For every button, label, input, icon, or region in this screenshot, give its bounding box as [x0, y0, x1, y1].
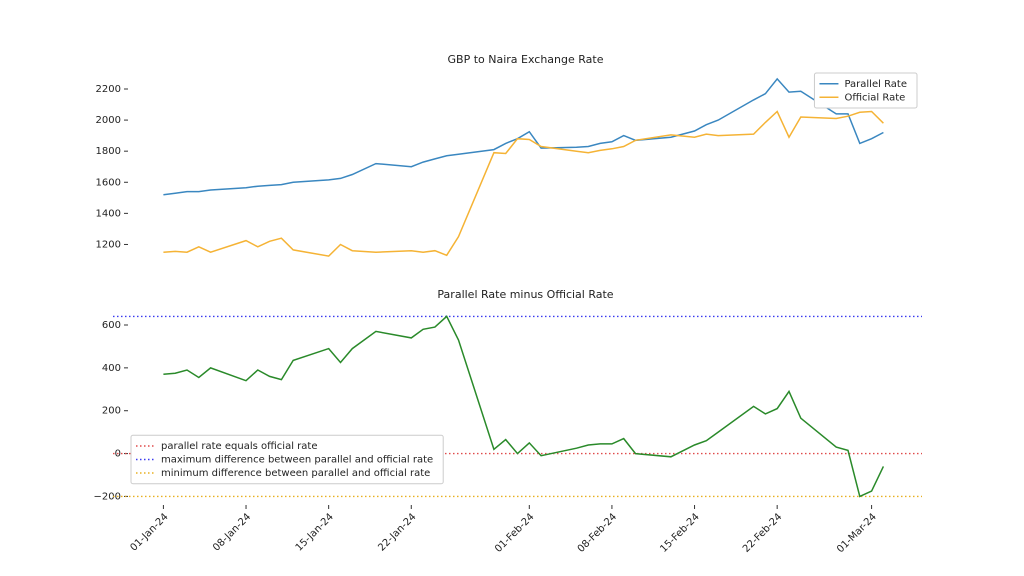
- x-tick-label: 22-Jan-24: [376, 511, 418, 553]
- y-tick-label: 2000: [96, 115, 121, 126]
- x-tick-label: 22-Feb-24: [741, 511, 784, 554]
- x-tick-label: 01-Mar-24: [835, 511, 879, 555]
- series-line: [163, 110, 884, 257]
- y-tick-label: 200: [102, 406, 121, 417]
- y-tick-label: 1600: [96, 177, 121, 188]
- legend-label: Parallel Rate: [844, 79, 907, 90]
- legend-label: parallel rate equals official rate: [161, 441, 317, 452]
- x-tick-label: 15-Feb-24: [658, 511, 701, 554]
- legend-label: Official Rate: [844, 92, 905, 103]
- y-tick-label: 600: [102, 320, 121, 331]
- x-tick-label: 01-Feb-24: [493, 511, 536, 554]
- legend-label: maximum difference between parallel and …: [161, 455, 433, 466]
- legend: Parallel Rate Official Rate: [813, 72, 918, 109]
- chart-title: Parallel Rate minus Official Rate: [437, 288, 613, 301]
- series-line: [163, 315, 885, 498]
- y-tick-label: 400: [102, 363, 121, 374]
- legend: parallel rate equals official rate maximu…: [130, 434, 444, 485]
- y-tick-label: −200: [94, 491, 121, 502]
- series-line: [163, 77, 884, 196]
- x-tick-label: 08-Jan-24: [211, 511, 253, 553]
- x-tick-label: 01-Jan-24: [128, 511, 170, 553]
- y-tick-label: 1200: [96, 239, 121, 250]
- legend-box: [813, 72, 918, 109]
- x-tick-label: 08-Feb-24: [576, 511, 619, 554]
- y-tick-label: 1800: [96, 146, 121, 157]
- y-tick-label: 1400: [96, 208, 121, 219]
- chart-title: GBP to Naira Exchange Rate: [448, 53, 604, 66]
- y-tick-label: 2200: [96, 84, 121, 95]
- legend-box: [130, 434, 444, 485]
- legend-label: minimum difference between parallel and …: [161, 468, 430, 479]
- x-tick-label: 15-Jan-24: [294, 511, 336, 553]
